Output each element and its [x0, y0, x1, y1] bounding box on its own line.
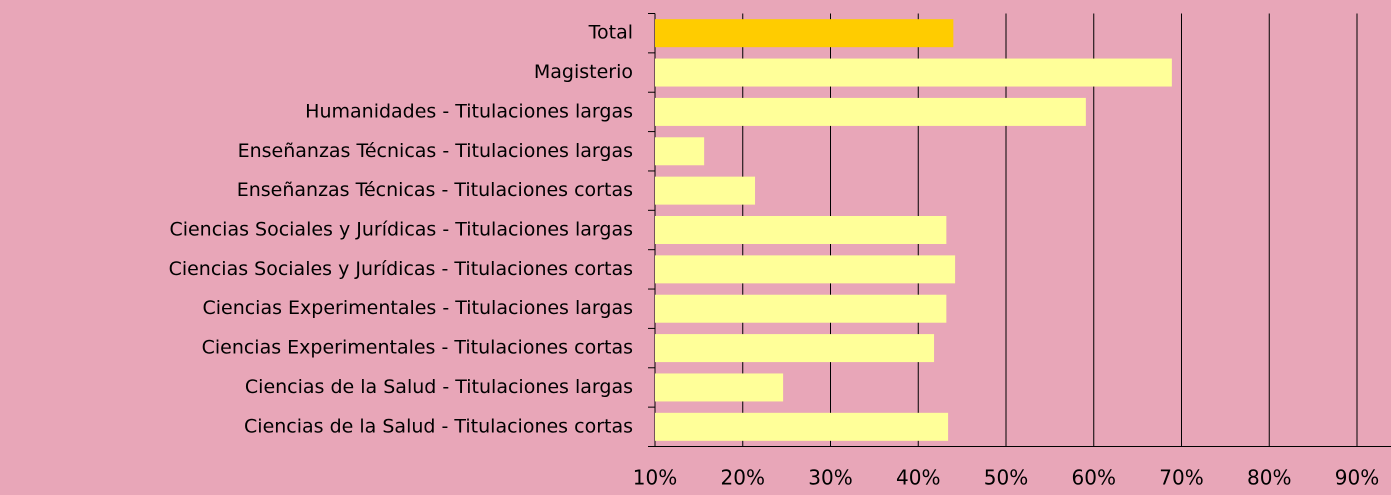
bar	[655, 412, 949, 441]
bar	[655, 294, 947, 323]
bar	[655, 255, 956, 284]
y-tick-label: Enseñanzas Técnicas - Titulaciones corta…	[237, 179, 633, 201]
bar	[655, 19, 954, 48]
bar	[655, 334, 935, 363]
x-tick-label: 20%	[721, 466, 765, 490]
y-tick-label: Ciencias Experimentales - Titulaciones l…	[202, 297, 633, 319]
y-tick-label: Magisterio	[534, 61, 633, 83]
y-tick-label: Enseñanzas Técnicas - Titulaciones larga…	[238, 140, 633, 162]
y-tick-label: Ciencias Sociales y Jurídicas - Titulaci…	[169, 219, 633, 241]
bar	[655, 97, 1086, 126]
x-tick-label: 90%	[1335, 466, 1379, 490]
y-tick-label: Ciencias Experimentales - Titulaciones c…	[202, 337, 633, 359]
bar	[655, 216, 947, 244]
bar	[655, 58, 1172, 87]
bar	[655, 176, 756, 205]
x-tick-label: 50%	[984, 466, 1028, 490]
bar	[655, 137, 705, 166]
y-tick-label: Ciencias de la Salud - Titulaciones cort…	[244, 415, 633, 437]
y-tick-label: Ciencias de la Salud - Titulaciones larg…	[245, 376, 633, 398]
x-tick-label: 10%	[633, 466, 677, 490]
x-tick-label: 40%	[896, 466, 940, 490]
bar	[655, 373, 784, 402]
x-tick-label: 70%	[1159, 466, 1203, 490]
x-tick-label: 80%	[1247, 466, 1291, 490]
x-tick-label: 30%	[808, 466, 852, 490]
y-tick-label: Total	[588, 22, 633, 44]
y-tick-label: Ciencias Sociales y Jurídicas - Titulaci…	[169, 258, 633, 280]
x-tick-label: 60%	[1072, 466, 1116, 490]
y-tick-label: Humanidades - Titulaciones largas	[305, 100, 633, 122]
